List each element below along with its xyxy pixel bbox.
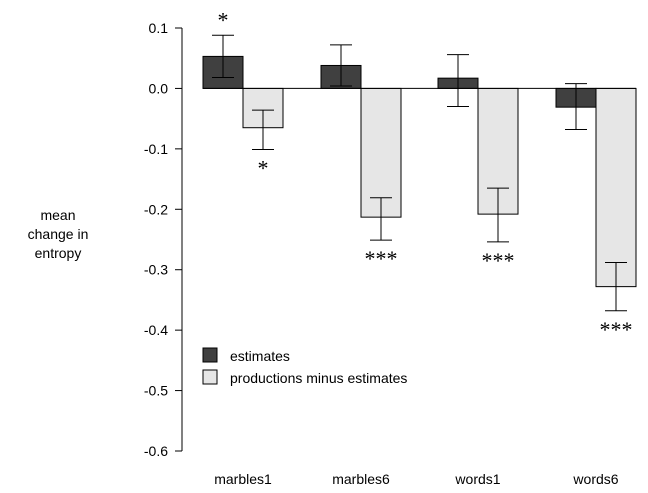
y-tick-label: -0.5 bbox=[144, 383, 168, 399]
y-tick-label: -0.6 bbox=[144, 443, 168, 459]
x-tick-label: marbles6 bbox=[332, 471, 390, 487]
y-axis-title: mean change in entropy bbox=[28, 207, 89, 261]
significance-marker: *** bbox=[365, 246, 398, 271]
significance-marker: * bbox=[218, 7, 229, 32]
legend-swatch bbox=[202, 347, 218, 363]
significance-marker: *** bbox=[482, 248, 515, 273]
significance-marker: *** bbox=[600, 317, 633, 342]
error-bar bbox=[212, 34, 234, 79]
error-bar bbox=[447, 54, 469, 108]
y-axis-ticks: 0.1 0.0 -0.1 -0.2 -0.3 -0.4 -0.5 -0.6 bbox=[144, 20, 182, 459]
x-tick-label: marbles1 bbox=[214, 471, 272, 487]
x-axis-labels: marbles1 marbles6 words1 words6 bbox=[214, 471, 619, 487]
legend-swatch bbox=[202, 369, 218, 385]
bar-productions-minus-estimates-words6 bbox=[595, 87, 637, 288]
y-tick-label: -0.1 bbox=[144, 141, 168, 157]
legend-label: estimates bbox=[230, 348, 290, 364]
y-tick-label: 0.0 bbox=[149, 80, 169, 96]
error-bars bbox=[212, 34, 627, 312]
error-bar bbox=[370, 197, 392, 241]
error-bar bbox=[565, 83, 587, 131]
x-tick-label: words6 bbox=[572, 471, 618, 487]
y-axis-label: mean change in entropy bbox=[28, 207, 89, 261]
error-bar bbox=[252, 109, 274, 150]
y-tick-label: -0.4 bbox=[144, 322, 168, 338]
bar-productions-minus-estimates-marbles6 bbox=[360, 87, 402, 218]
x-tick-label: words1 bbox=[454, 471, 500, 487]
significance-markers: ***** ****** bbox=[218, 7, 633, 342]
legend: estimates productions minus estimates bbox=[202, 347, 407, 386]
legend-label: productions minus estimates bbox=[230, 370, 407, 386]
y-tick-label: -0.3 bbox=[144, 262, 168, 278]
error-bar bbox=[330, 44, 352, 87]
y-tick-label: 0.1 bbox=[149, 20, 169, 36]
significance-marker: * bbox=[258, 155, 269, 180]
y-tick-label: -0.2 bbox=[144, 201, 168, 217]
error-bar bbox=[605, 261, 627, 312]
error-bar bbox=[487, 187, 509, 243]
